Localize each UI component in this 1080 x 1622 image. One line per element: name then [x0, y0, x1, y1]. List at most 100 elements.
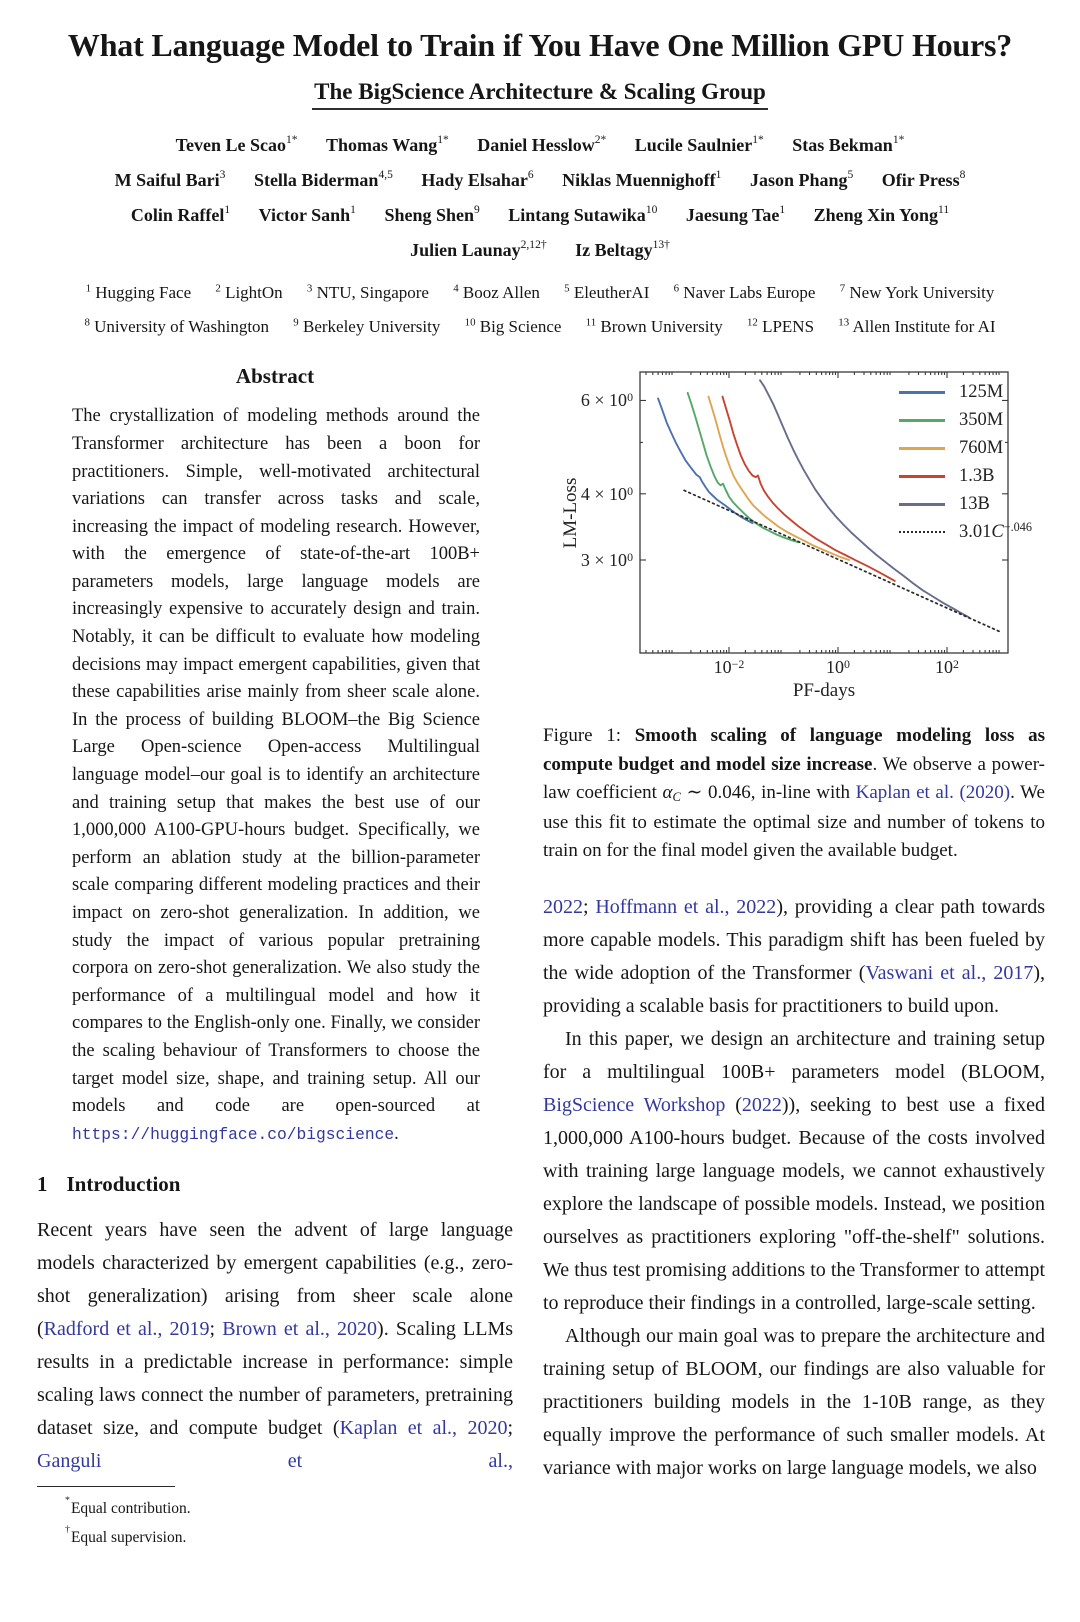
y-tick-3e0: 3 × 100 [553, 550, 633, 572]
citation-link[interactable]: Hoffmann et al., 2022 [595, 895, 777, 918]
legend-item-125m: 125M [899, 378, 1032, 406]
x-tick-1e0: 100 [803, 657, 873, 679]
legend-item-13b: 13B [899, 490, 1032, 518]
affiliation-block: 1 Hugging Face 2 LightOn 3 NTU, Singapor… [0, 273, 1080, 342]
text-segment: ). Scaling LLMs results in a predictable… [37, 1318, 514, 1440]
citation-link[interactable]: 2022 [741, 1093, 782, 1116]
footnote-rule [37, 1486, 175, 1488]
text-segment: ; [507, 1417, 513, 1440]
author-row: Colin Raffel1 Victor Sanh1 Sheng Shen9 L… [0, 196, 1080, 231]
text-segment: In this paper, we design an architecture… [543, 1027, 1045, 1083]
affiliation-row: 8 University of Washington 9 Berkeley Un… [0, 308, 1080, 343]
legend-swatch-power-law-fit [899, 531, 945, 534]
author: Zheng Xin Yong11 [813, 204, 950, 225]
text-segment: . [394, 1123, 399, 1144]
text-segment: . We observe a power-law coefficient [543, 753, 1045, 804]
citation-link[interactable]: BigScience Workshop [543, 1093, 726, 1116]
citation-link[interactable]: Kaplan et al., 2020 [339, 1417, 508, 1440]
text-segment: 0 [627, 389, 633, 404]
citation-link[interactable]: Kaplan et al. (2020) [855, 782, 1011, 804]
text-segment: 4 × 10 [580, 484, 628, 505]
citation-link[interactable]: Radford et al., 2019 [43, 1318, 210, 1341]
author: Hady Elsahar6 [421, 169, 534, 190]
right-column: LM-Loss 6 × 100 4 × 100 3 × 100 10−2 100… [543, 360, 1045, 1549]
text-segment: ; [583, 895, 596, 918]
text-segment: 0 [627, 483, 633, 498]
paragraph: 2022; Hoffmann et al., 2022), providing … [543, 891, 1045, 1023]
figure-1-caption: Figure 1: Smooth scaling of language mod… [543, 722, 1045, 866]
citation-link[interactable]: Ganguli et al., [37, 1450, 513, 1473]
paper-title: What Language Model to Train if You Have… [67, 27, 1013, 63]
affiliation: 2 LightOn [215, 282, 283, 302]
text-segment: 0 [627, 549, 633, 564]
affiliation: 4 Booz Allen [453, 282, 540, 302]
x-tick-1e2: 102 [912, 657, 982, 679]
author: Colin Raffel1 [130, 204, 231, 225]
section-title: Introduction [66, 1172, 181, 1197]
x-axis-label: PF-days [792, 680, 856, 702]
author: Jaesung Tae1 [685, 204, 786, 225]
abstract-text: The crystallization of modeling methods … [72, 403, 480, 1148]
right-column-body: 2022; Hoffmann et al., 2022), providing … [543, 891, 1045, 1485]
author: Jason Phang5 [749, 169, 854, 190]
legend-label: 350M [959, 409, 1004, 430]
footnote-equal-supervision: †Equal supervision. [65, 1523, 187, 1546]
text-segment: ; [209, 1318, 223, 1341]
affiliation: 1 Hugging Face [85, 282, 192, 302]
affiliation: 11 Brown University [585, 316, 723, 337]
legend-item-1-3b: 1.3B [899, 462, 1032, 490]
text-segment: ), providing a clear path towards more c… [543, 895, 1046, 984]
legend-swatch-125m [899, 390, 945, 394]
text-segment: α [662, 782, 673, 804]
author-row: Julien Launay2,12† Iz Beltagy13† [0, 231, 1080, 266]
author: Thomas Wang1* [326, 134, 449, 155]
author: Iz Beltagy13† [575, 239, 670, 260]
text-segment: 3 × 10 [580, 550, 628, 571]
author: Victor Sanh1 [258, 204, 356, 225]
legend-swatch-760m [899, 446, 945, 450]
citation-link[interactable]: 2022 [543, 895, 583, 918]
loss-scaling-chart [639, 371, 1009, 654]
author-row: M Saiful Bari3 Stella Biderman4,5 Hady E… [0, 161, 1080, 196]
author-row: Teven Le Scao1* Thomas Wang1* Daniel Hes… [0, 126, 1080, 161]
subtitle-wrap: The BigScience Architecture & Scaling Gr… [0, 79, 1080, 110]
citation-link[interactable]: Brown et al., 2020 [222, 1318, 378, 1341]
figure-1: LM-Loss 6 × 100 4 × 100 3 × 100 10−2 100… [543, 360, 1045, 706]
text-segment: ), providing a scalable basis for practi… [543, 961, 1045, 1017]
legend-swatch-350m [899, 418, 945, 422]
text-segment: . We use this fit to estimate the optima… [543, 782, 1045, 862]
text-segment: ∼ 0.046, in-line with [680, 782, 856, 804]
citation-link[interactable]: Vaswani et al., 2017 [865, 961, 1034, 984]
text-segment: ( [725, 1093, 742, 1116]
legend-swatch-1-3b [899, 474, 945, 478]
affiliation: 9 Berkeley University [293, 316, 441, 337]
text-segment: Smooth scaling of language modeling loss… [543, 725, 1046, 775]
text-segment: 10 [935, 657, 954, 678]
author: Ofir Press8 [881, 169, 966, 190]
footnote-block: *Equal contribution. †Equal supervision. [37, 1486, 513, 1549]
text-segment: −.046 [1003, 520, 1032, 535]
y-tick-4e0: 4 × 100 [553, 484, 633, 506]
text-segment: The crystallization of modeling methods … [72, 406, 480, 1117]
author: Sheng Shen9 [384, 204, 480, 225]
paper-page: What Language Model to Train if You Have… [0, 27, 1080, 1622]
author: Lucile Saulnier1* [634, 134, 764, 155]
text-segment: Although our main goal was to prepare th… [543, 1324, 1045, 1479]
affiliation: 10 Big Science [464, 316, 562, 337]
text-segment: Recent years have seen the advent of lar… [37, 1219, 513, 1341]
text-segment: 3.01 [959, 521, 992, 542]
text-segment: C [672, 790, 681, 805]
chart-legend: 125M 350M 760M 1.3B [899, 378, 1032, 546]
paragraph: Although our main goal was to prepare th… [543, 1320, 1045, 1485]
affiliation: 13 Allen Institute for AI [838, 316, 996, 337]
legend-item-760m: 760M [899, 434, 1032, 462]
repository-url-link[interactable]: https://huggingface.co/bigscience [72, 1124, 395, 1144]
author: M Saiful Bari3 [114, 169, 226, 190]
legend-label: 125M [959, 381, 1004, 402]
abstract-heading: Abstract [235, 364, 315, 389]
legend-label: 3.01C−.046 [959, 520, 1032, 543]
legend-item-350m: 350M [899, 406, 1032, 434]
affiliation: 3 NTU, Singapore [306, 282, 429, 302]
text-segment: 2 [953, 656, 959, 671]
left-column: Abstract The crystallization of modeling… [37, 360, 513, 1549]
